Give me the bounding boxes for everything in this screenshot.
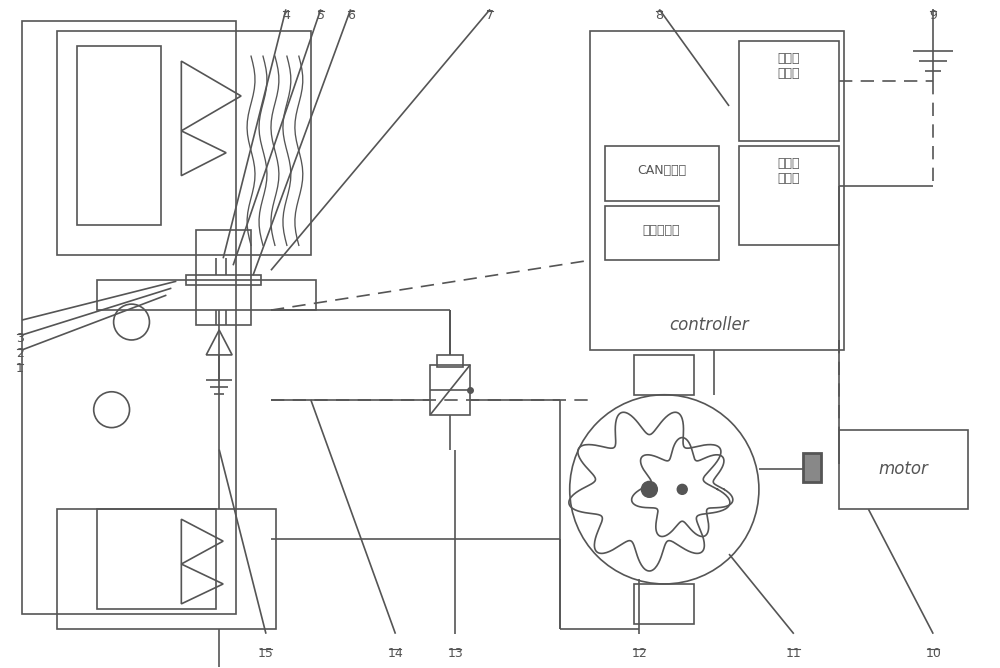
Text: 电机驱
动模块: 电机驱 动模块 xyxy=(778,157,800,184)
Text: 电源处
理模块: 电源处 理模块 xyxy=(778,52,800,80)
Bar xyxy=(22,21,236,614)
Bar xyxy=(57,509,276,629)
Text: 传感器接口: 传感器接口 xyxy=(643,224,680,237)
Text: 1: 1 xyxy=(16,362,24,375)
Text: 2: 2 xyxy=(16,347,24,360)
Text: 6: 6 xyxy=(347,9,355,22)
Bar xyxy=(605,206,719,261)
Bar xyxy=(97,509,216,609)
Text: 11: 11 xyxy=(786,647,802,660)
Bar xyxy=(739,146,839,245)
Text: 4: 4 xyxy=(282,9,290,22)
Bar xyxy=(803,452,821,482)
Text: 13: 13 xyxy=(447,647,463,660)
Bar xyxy=(196,230,251,325)
Text: 5: 5 xyxy=(317,9,325,22)
Text: 10: 10 xyxy=(925,647,941,660)
Bar xyxy=(590,31,844,350)
Text: 7: 7 xyxy=(486,9,494,22)
Bar xyxy=(839,430,968,509)
Text: 3: 3 xyxy=(16,332,24,345)
Bar xyxy=(430,365,470,415)
Text: 9: 9 xyxy=(929,9,937,22)
Bar xyxy=(57,31,311,255)
Text: motor: motor xyxy=(878,460,928,478)
Text: 12: 12 xyxy=(632,647,647,660)
Circle shape xyxy=(677,484,687,494)
Bar xyxy=(634,584,694,624)
Bar xyxy=(186,275,261,285)
Text: CAN收发器: CAN收发器 xyxy=(637,164,686,177)
Bar xyxy=(437,355,463,367)
Circle shape xyxy=(641,482,657,497)
Bar xyxy=(634,355,694,395)
Text: controller: controller xyxy=(669,316,749,334)
Text: 14: 14 xyxy=(388,647,403,660)
Bar xyxy=(605,146,719,200)
Bar xyxy=(77,46,161,226)
Text: 8: 8 xyxy=(655,9,663,22)
Bar xyxy=(97,280,316,310)
Text: 15: 15 xyxy=(258,647,274,660)
Bar xyxy=(739,41,839,141)
